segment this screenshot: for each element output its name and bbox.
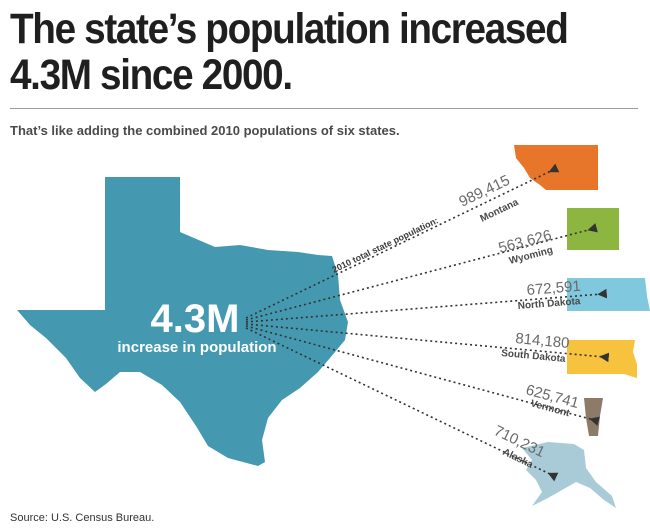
connector-lines: [245, 163, 610, 482]
increase-value: 4.3M: [151, 297, 240, 341]
line-caption: 2010 total state population:: [331, 215, 440, 275]
increase-caption: increase in population: [117, 339, 276, 356]
headline-line-1: The state’s population increased: [10, 5, 569, 53]
alaska-shape: [522, 442, 616, 508]
connector-alaska: [245, 327, 559, 482]
texas-shape: [17, 177, 348, 466]
headline: The state’s population increased 4.3M si…: [10, 6, 577, 98]
montana-name: Montana: [479, 197, 521, 225]
connector-montana: [245, 163, 560, 319]
north-dakota-shape: [567, 278, 650, 311]
connector-vermont: [245, 325, 600, 426]
north-dakota-name: North Dakota: [517, 296, 581, 312]
vermont-shape: [584, 398, 603, 436]
wyoming-shape: [567, 208, 619, 250]
source-note: Source: U.S. Census Bureau.: [10, 512, 155, 524]
headline-line-2: 4.3M since 2000.: [10, 51, 293, 99]
north-dakota-population: 672,591: [526, 278, 581, 299]
south-dakota-shape: [567, 340, 637, 378]
south-dakota-population: 814,180: [515, 330, 571, 352]
subtitle: That’s like adding the combined 2010 pop…: [10, 123, 400, 138]
divider: [10, 108, 638, 109]
